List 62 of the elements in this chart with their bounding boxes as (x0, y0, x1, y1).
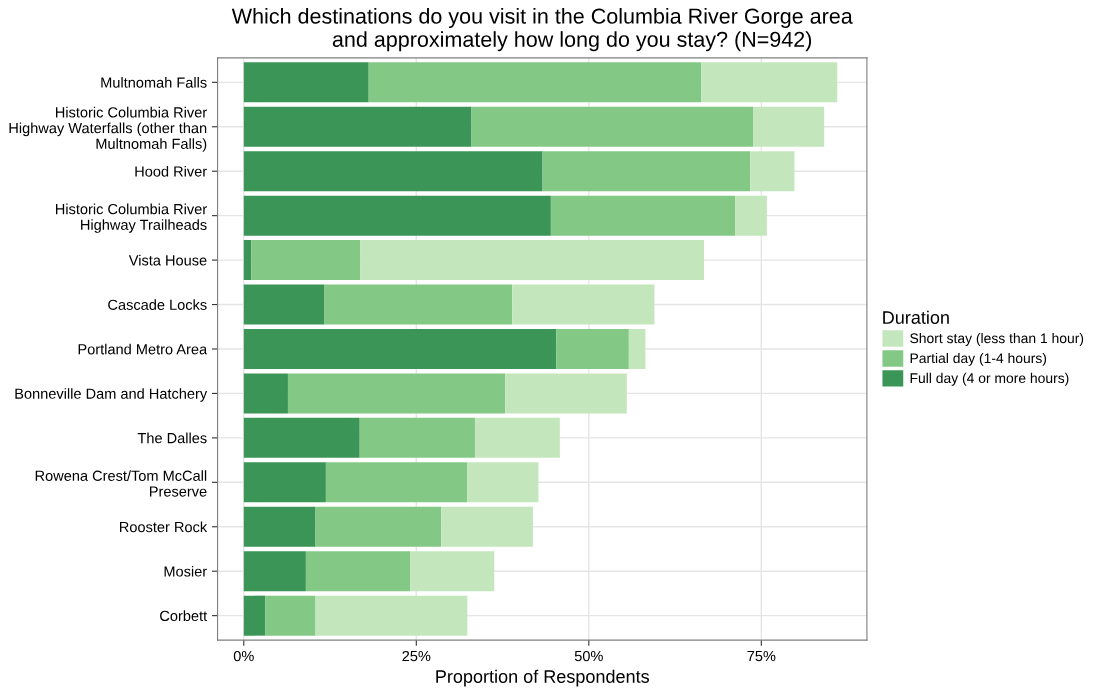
bar (305, 551, 411, 592)
bar (243, 506, 316, 547)
bar (251, 240, 361, 281)
y-tick-label: Bonneville Dam and Hatchery (15, 388, 208, 402)
bar (368, 62, 702, 103)
y-tick-label: Portland Metro Area (78, 343, 208, 355)
bar (753, 106, 825, 147)
bar (735, 195, 767, 236)
bar (512, 284, 655, 325)
legend-title: Duration (883, 310, 949, 324)
bar (324, 284, 513, 325)
y-tick-label: Corbett (160, 610, 208, 622)
bar (471, 106, 754, 147)
bar (750, 151, 795, 192)
bar (410, 551, 495, 592)
bar (243, 595, 266, 636)
x-tick-label: 0% (233, 650, 254, 662)
bar (701, 62, 838, 103)
y-tick-label: Rowena Crest/Tom McCall Preserve (35, 470, 207, 497)
bar (265, 595, 316, 636)
bar (325, 462, 468, 503)
y-tick-label: Hood River (135, 165, 207, 177)
bar (441, 506, 533, 547)
bar (243, 62, 369, 103)
bar (243, 284, 325, 325)
bar (243, 240, 252, 281)
bar (243, 462, 326, 503)
bar (360, 240, 705, 281)
bar (542, 151, 751, 192)
bar (474, 417, 560, 458)
y-tick-label: Multnomah Falls (101, 77, 207, 88)
bar (359, 417, 475, 458)
x-tick-label: 75% (747, 650, 776, 662)
bar (243, 195, 551, 236)
x-tick-label: 25% (402, 650, 431, 662)
y-tick-label: Cascade Locks (108, 299, 207, 310)
x-axis-title: Proportion of Respondents (436, 669, 649, 687)
bar (505, 373, 627, 414)
bar (243, 328, 557, 369)
bar (628, 328, 646, 369)
bar (243, 151, 543, 192)
bar (315, 506, 442, 547)
y-tick-label: The Dalles (137, 432, 207, 444)
y-tick-label: Mosier (164, 565, 207, 577)
bar (287, 373, 506, 414)
y-tick-label: Historic Columbia River Highway Trailheads (56, 203, 207, 233)
bar (243, 417, 360, 458)
bar (556, 328, 629, 369)
y-tick-label: Vista House (128, 254, 207, 266)
bar (550, 195, 736, 236)
bar (315, 595, 468, 636)
bar (467, 462, 539, 503)
y-tick-label: Rooster Rock (120, 521, 208, 533)
bar (243, 106, 472, 147)
y-tick-label: Historic Columbia River Highway Waterfalls (other than Multnomah Falls) (9, 106, 207, 152)
bar (243, 373, 288, 414)
chart-title: Which destinations do you visit in the Columbia River Gorge area and approximately how long do you stay? (N=942) (231, 7, 853, 52)
x-tick-label: 50% (574, 650, 603, 662)
bar (243, 551, 306, 592)
legend-label: Partial day (1-4 hours) (910, 352, 1047, 366)
legend-label: Short stay (less than 1 hour) (910, 332, 1084, 346)
legend-label: Full day (4 or more hours) (910, 372, 1069, 386)
